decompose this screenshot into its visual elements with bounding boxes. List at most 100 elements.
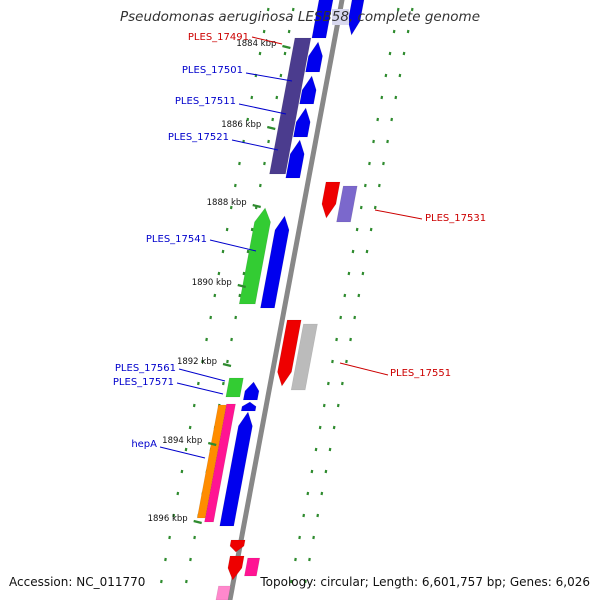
outer-track-guide-1 — [359, 205, 363, 210]
outer-track-guide-1 — [298, 535, 301, 540]
inner-track-guide — [172, 513, 176, 518]
cog-bar-green[interactable] — [238, 207, 271, 305]
outer-track-guide-1 — [302, 513, 306, 518]
inner-track-guide — [209, 315, 213, 320]
gene-bar-17531[interactable] — [321, 181, 341, 219]
outer-track-guide-2 — [382, 161, 385, 166]
outer-track-guide-1 — [372, 139, 375, 144]
inner-track-guide — [221, 249, 225, 254]
inner-track-guide — [160, 579, 163, 584]
gene-label-leader — [251, 36, 283, 45]
inner-track-guide — [188, 425, 192, 430]
gene-label-leader — [231, 139, 279, 151]
outer-track-guide-2 — [312, 535, 315, 540]
outer-track-guide-2 — [361, 271, 365, 276]
outer-track-guide-2 — [316, 513, 320, 518]
cog-bar-17531[interactable] — [336, 185, 358, 223]
outer-track-guide-2 — [304, 579, 307, 584]
gene-bar-17571[interactable] — [240, 401, 257, 412]
gene-bar-lower-red[interactable] — [229, 539, 246, 553]
inner-track-guide — [258, 51, 262, 56]
ruler-track-guide — [246, 249, 250, 254]
cog-bar-magenta[interactable] — [204, 403, 236, 523]
outer-track-guide-2 — [398, 73, 402, 78]
ruler-track-guide — [267, 139, 270, 144]
ruler-track-guide — [283, 51, 287, 56]
outer-track-guide-1 — [310, 469, 314, 474]
cog-bar-lower-pink[interactable] — [215, 585, 231, 600]
gene-bar-17561[interactable] — [242, 381, 260, 401]
cog-bar-green-2[interactable] — [225, 377, 244, 398]
outer-track-guide-2 — [369, 227, 373, 232]
ruler-tick-label: 1884 kbp — [236, 39, 276, 49]
outer-track-guide-1 — [368, 161, 371, 166]
outer-track-guide-1 — [343, 293, 347, 298]
gene-label-leader — [209, 239, 257, 252]
inner-track-guide — [180, 469, 184, 474]
inner-track-guide — [213, 293, 217, 298]
gene-label-leader — [374, 209, 423, 220]
ruler-tick-mark — [252, 203, 261, 209]
map-title: Pseudomonas aeruginosa LESB58, complete … — [120, 9, 480, 25]
outer-track-guide-1 — [306, 491, 310, 496]
outer-track-guide-2 — [357, 293, 361, 298]
gene-label-ples_17511[interactable]: PLES_17511 — [175, 96, 236, 107]
gene-bar-17541[interactable] — [260, 215, 290, 309]
outer-track-guide-1 — [335, 337, 338, 342]
gene-bar-lower-red-2[interactable] — [227, 555, 245, 581]
outer-track-guide-2 — [345, 359, 348, 364]
ruler-track-guide — [234, 315, 238, 320]
inner-track-guide — [266, 7, 270, 12]
gene-label-ples_17561[interactable]: PLES_17561 — [115, 363, 176, 374]
gene-bar-17551[interactable] — [277, 319, 302, 387]
gene-label-ples_17551[interactable]: PLES_17551 — [390, 368, 451, 379]
gene-label-leader — [245, 72, 293, 82]
inner-track-guide — [197, 381, 200, 386]
gene-label-ples_17521[interactable]: PLES_17521 — [168, 132, 229, 143]
ruler-track-guide — [185, 579, 188, 584]
gene-bar-17521b[interactable] — [285, 139, 305, 179]
outer-track-guide-2 — [377, 183, 381, 188]
gene-bar-17511[interactable] — [299, 75, 317, 105]
gene-label-leader — [339, 362, 389, 376]
cog-bar-purple[interactable] — [269, 37, 312, 175]
outer-track-guide-1 — [339, 315, 343, 320]
gene-label-ples_17491[interactable]: PLES_17491 — [188, 32, 249, 43]
cog-bar-17551[interactable] — [290, 323, 318, 391]
inner-track-guide — [164, 557, 167, 562]
gene-bar-17491[interactable] — [311, 0, 334, 39]
gene-bar-hepA[interactable] — [219, 411, 253, 527]
cog-bar-lower-magenta[interactable] — [244, 557, 261, 577]
outer-track-guide-1 — [331, 359, 334, 364]
gene-label-leader — [178, 368, 226, 382]
gene-bar-17521[interactable] — [293, 107, 311, 138]
inner-track-guide — [250, 95, 254, 100]
inner-track-guide — [205, 337, 208, 342]
gene-label-hepa[interactable]: hepA — [131, 439, 157, 450]
gene-label-ples_17541[interactable]: PLES_17541 — [146, 234, 207, 245]
outer-track-guide-2 — [394, 95, 398, 100]
gene-label-ples_17531[interactable]: PLES_17531 — [425, 213, 486, 224]
ruler-track-guide — [287, 29, 291, 34]
ruler-track-guide — [250, 227, 254, 232]
outer-track-guide-1 — [314, 447, 318, 452]
outer-track-guide-1 — [327, 381, 330, 386]
ruler-track-guide — [263, 161, 266, 166]
inner-track-guide — [184, 447, 188, 452]
outer-track-guide-1 — [290, 579, 293, 584]
gene-label-ples_17571[interactable]: PLES_17571 — [113, 377, 174, 388]
ruler-track-guide — [189, 557, 192, 562]
outer-track-guide-2 — [328, 447, 332, 452]
outer-track-guide-1 — [392, 29, 396, 34]
outer-track-guide-2 — [308, 557, 311, 562]
gene-bar-17501[interactable] — [305, 41, 323, 73]
inner-track-guide — [225, 227, 229, 232]
ruler-tick-mark — [222, 362, 232, 368]
ruler-track-guide — [222, 381, 225, 386]
ruler-tick-mark — [193, 519, 202, 525]
ruler-tick-label: 1890 kbp — [192, 278, 232, 288]
gene-label-ples_17501[interactable]: PLES_17501 — [182, 65, 243, 76]
inner-track-guide — [201, 359, 204, 364]
cog-bar-orange[interactable] — [196, 404, 227, 519]
